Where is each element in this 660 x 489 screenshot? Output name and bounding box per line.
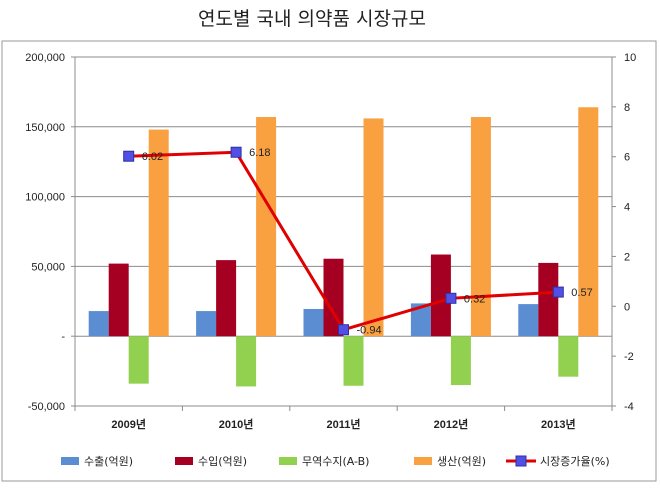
line-point — [338, 324, 349, 336]
x-tick-label: 2010년 — [219, 417, 254, 431]
y-right-tick-label: 8 — [624, 102, 630, 114]
chart-border — [1, 40, 657, 482]
bar — [558, 336, 579, 377]
bar — [303, 308, 324, 337]
bar — [88, 311, 109, 337]
y-left-tick-label: - — [61, 331, 65, 343]
line-point — [552, 286, 564, 298]
y-right-tick-label: 2 — [624, 251, 630, 263]
bar — [128, 336, 149, 384]
bar — [363, 118, 384, 337]
bar — [410, 303, 431, 337]
y-left-tick-label: 100,000 — [25, 192, 65, 204]
bar — [470, 117, 491, 337]
legend-swatch — [61, 457, 79, 465]
bar — [196, 311, 217, 337]
x-tick-label: 2011년 — [327, 417, 361, 431]
legend-label: 시장증가율(%) — [540, 455, 610, 468]
bar — [108, 263, 129, 337]
y-right-tick-label: -4 — [624, 401, 634, 413]
line-point — [445, 292, 457, 304]
bar — [578, 107, 599, 337]
x-tick-label: 2013년 — [541, 417, 576, 431]
line-point — [230, 146, 242, 158]
legend-label: 생산(억원) — [437, 455, 486, 468]
bar — [236, 336, 257, 387]
data-label: -0.94 — [357, 325, 382, 337]
y-left-tick-label: 50,000 — [31, 261, 65, 273]
data-label: 0.32 — [464, 293, 485, 305]
y-left-tick-label: 150,000 — [25, 122, 65, 134]
bar — [343, 336, 364, 386]
y-right-tick-label: 0 — [624, 301, 630, 313]
legend-marker — [515, 455, 527, 467]
bar — [216, 260, 237, 337]
bar — [430, 254, 451, 337]
legend-label: 무역수지(A-B) — [302, 455, 369, 468]
legend-swatch — [279, 457, 297, 465]
y-right-tick-label: 4 — [624, 202, 630, 214]
x-tick-label: 2012년 — [434, 417, 469, 431]
y-right-tick-label: 6 — [624, 152, 630, 164]
legend-label: 수출(억원) — [84, 455, 133, 468]
chart-title: 연도별 국내 의약품 시장규모 — [198, 8, 426, 30]
legend-label: 수입(억원) — [198, 455, 247, 468]
line-point — [123, 150, 135, 162]
plot-area: -50,000-50,000100,000150,000200,000-4-20… — [25, 52, 636, 431]
bar — [256, 117, 277, 337]
bar — [323, 258, 344, 337]
x-tick-label: 2009년 — [111, 417, 146, 431]
y-right-tick-label: 10 — [624, 52, 636, 64]
legend: 수출(억원) 수입(억원) 무역수지(A-B) 생산(억원) 시장증가율(%) — [61, 455, 610, 468]
data-label: 6.02 — [142, 151, 163, 163]
y-left-tick-label: 200,000 — [25, 52, 65, 64]
bar — [148, 129, 169, 337]
bar — [538, 262, 559, 337]
data-label: 6.18 — [249, 147, 270, 159]
bar — [518, 304, 539, 337]
data-label: 0.57 — [571, 287, 592, 299]
bar — [450, 336, 471, 386]
legend-swatch — [175, 457, 193, 465]
y-right-tick-label: -2 — [624, 351, 634, 363]
y-left-tick-label: -50,000 — [28, 401, 65, 413]
legend-swatch — [414, 457, 432, 465]
